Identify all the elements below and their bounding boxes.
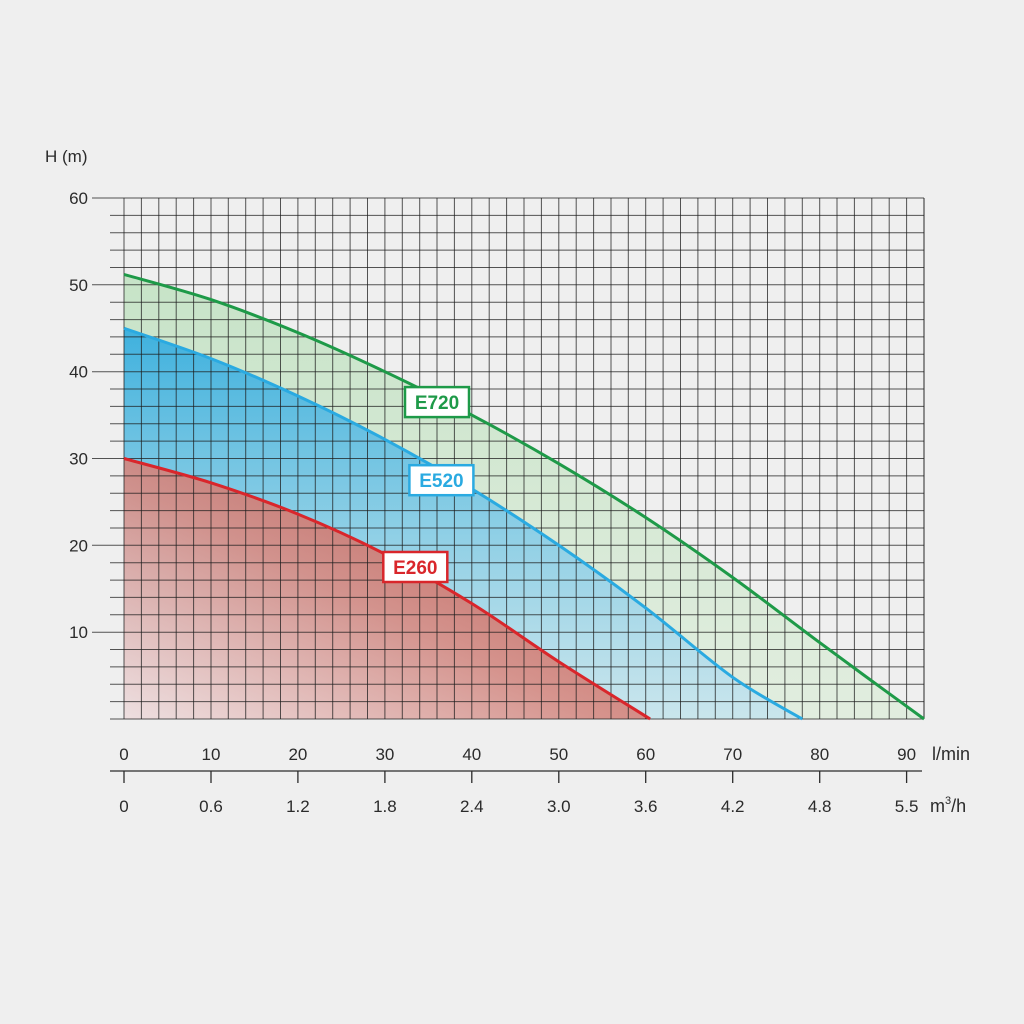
- x-unit-lmin: l/min: [932, 744, 970, 764]
- y-tick-label: 60: [69, 189, 88, 208]
- series-fill-e260: [124, 458, 651, 719]
- y-tick-label: 10: [69, 623, 88, 642]
- x-tick-label-m3h: 4.2: [721, 797, 745, 816]
- y-tick-label: 50: [69, 276, 88, 295]
- svg-text:E260: E260: [393, 558, 437, 579]
- series-label-e720: E720: [403, 385, 471, 419]
- x-tick-label-lmin: 30: [375, 745, 394, 764]
- x-tick-label-lmin: 80: [810, 745, 829, 764]
- y-tick-labels: 60 50 40 30 20 10: [69, 189, 88, 642]
- x-tick-label-lmin: 40: [462, 745, 481, 764]
- x-tick-label-m3h: 1.2: [286, 797, 310, 816]
- x-tick-label-lmin: 20: [288, 745, 307, 764]
- x-tick-label-lmin: 70: [723, 745, 742, 764]
- x-tick-label-m3h: 0.6: [199, 797, 223, 816]
- y-tick-label: 30: [69, 450, 88, 469]
- x-tick-labels-lmin: 0 10 20 30 40 50 60 70 80 90: [119, 745, 916, 783]
- x-tick-label-lmin: 90: [897, 745, 916, 764]
- y-axis-title: H (m): [45, 147, 87, 166]
- x-tick-label-m3h: 0: [119, 797, 128, 816]
- x-tick-labels-m3h: 0 0.6 1.2 1.8 2.4 3.0 3.6 4.2 4.8 5.5: [119, 797, 918, 816]
- svg-text:E520: E520: [419, 471, 463, 492]
- svg-text:E720: E720: [415, 393, 459, 414]
- series-label-e260: E260: [382, 550, 449, 584]
- x-tick-label-m3h: 1.8: [373, 797, 397, 816]
- series-label-e520: E520: [408, 463, 475, 497]
- x-tick-label-lmin: 10: [202, 745, 221, 764]
- x-tick-label-lmin: 0: [119, 745, 128, 764]
- y-tick-label: 40: [69, 363, 88, 382]
- grid: [92, 197, 925, 720]
- x-tick-label-m3h: 5.5: [895, 797, 919, 816]
- x-tick-label-m3h: 3.6: [634, 797, 658, 816]
- x-tick-label-lmin: 50: [549, 745, 568, 764]
- y-tick-label: 20: [69, 536, 88, 555]
- x-tick-label-lmin: 60: [636, 745, 655, 764]
- x-unit-m3h: m3/h: [930, 795, 966, 816]
- x-tick-label-m3h: 4.8: [808, 797, 832, 816]
- x-tick-label-m3h: 3.0: [547, 797, 571, 816]
- series-line-e720: [123, 272, 925, 721]
- x-tick-label-m3h: 2.4: [460, 797, 484, 816]
